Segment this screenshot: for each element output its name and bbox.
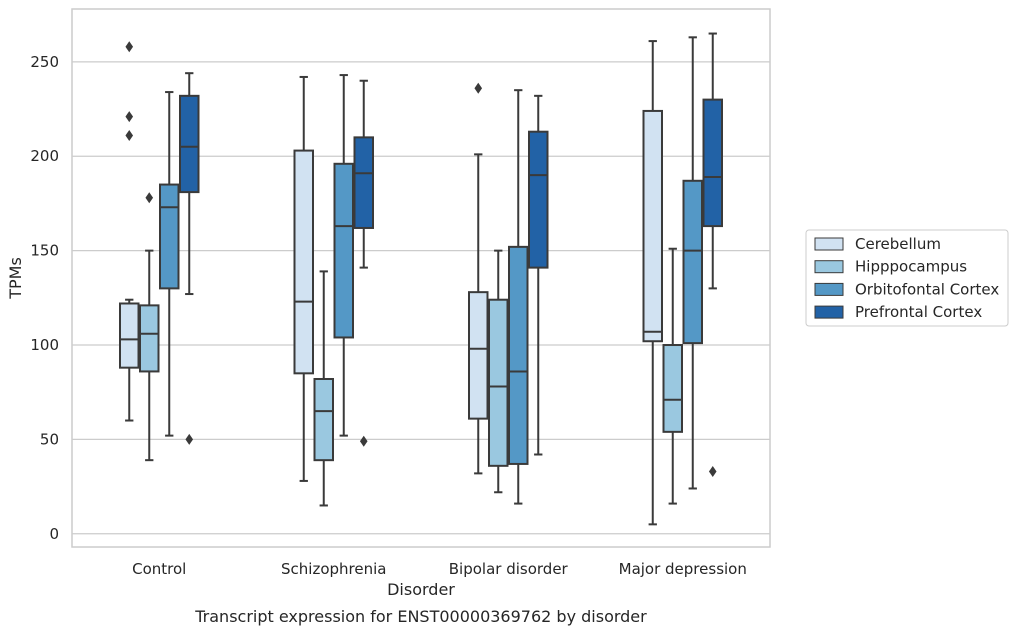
grid-lines [72,61,770,535]
box-plot [159,91,180,437]
legend-swatch [814,305,844,319]
box-iqr [508,245,529,465]
y-tick-label: 200 [30,147,59,165]
box-plot [313,270,334,507]
box-plot [488,249,509,494]
outlier-marker [185,433,194,445]
outlier-marker [708,465,717,477]
x-axis-ticks: Control Schizophrenia Bipolar disorder Majo… [132,560,747,578]
y-tick-label: 50 [40,430,59,448]
box-plot [119,41,140,422]
outlier-marker [145,192,154,204]
box-plot [468,82,489,475]
box-plot [353,79,374,447]
legend-swatch [814,237,844,251]
legend-swatch [814,260,844,274]
y-tick-label: 0 [49,525,59,543]
box-iqr [488,298,509,467]
box-plot [139,192,160,462]
box-iqr [662,344,683,433]
x-tick-label: Schizophrenia [281,560,386,578]
legend-label: Cerebellum [855,235,941,253]
legend-frame [805,229,1009,327]
legend-label: Prefrontal Cortex [855,303,982,321]
box-plot [293,75,314,482]
box-plots [119,32,723,526]
legend-swatch [814,282,844,296]
box-plot [682,36,703,490]
box-iqr [642,109,663,343]
box-iqr [119,302,140,369]
box-iqr [293,149,314,375]
y-axis-ticks: 0 50 100 150 200 250 [30,53,59,543]
box-plot [528,94,549,456]
box-iqr [139,304,160,373]
box-plot [179,72,200,445]
outlier-marker [474,82,483,94]
legend-label: Orbitofontal Cortex [855,280,999,298]
legend: Cerebellum Hipppocampus Orbitofontal Corte… [805,229,1009,327]
chart-caption: Transcript expression for ENST0000036976… [194,607,647,626]
box-plot [642,40,663,526]
y-tick-label: 100 [30,336,59,354]
x-axis-label: Disorder [387,580,455,599]
box-plot [662,247,683,505]
box-plot [702,32,723,477]
box-iqr [682,179,703,345]
x-tick-label: Control [132,560,186,578]
outlier-marker [359,435,368,447]
outlier-marker [125,41,134,53]
y-tick-label: 250 [30,53,59,71]
box-plot [508,89,529,505]
box-iqr [528,130,549,269]
box-plot [333,74,354,437]
box-iqr [333,162,354,339]
y-tick-label: 150 [30,242,59,260]
outlier-marker [125,111,134,123]
x-tick-label: Major depression [619,560,747,578]
y-axis-label: TPMs [6,257,25,300]
box-iqr [702,98,723,228]
outlier-marker [125,129,134,141]
box-iqr [353,136,374,229]
box-iqr [159,183,180,290]
legend-label: Hipppocampus [855,258,967,276]
plot-frame [71,8,771,548]
box-iqr [313,377,334,462]
box-iqr [468,291,489,420]
box-iqr [179,94,200,194]
x-tick-label: Bipolar disorder [449,560,569,578]
